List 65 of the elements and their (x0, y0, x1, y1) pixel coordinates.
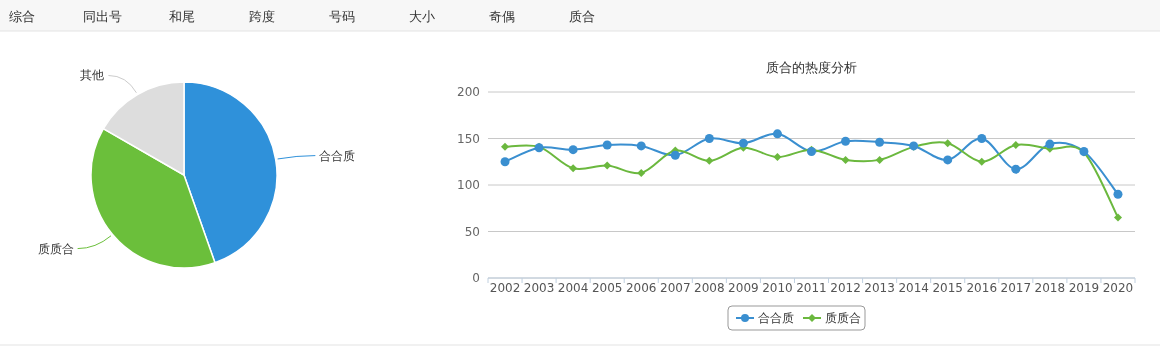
x-tick-label: 2019 (1068, 281, 1100, 295)
point (568, 145, 578, 155)
text: 大小 (409, 9, 435, 24)
point (977, 157, 986, 166)
point (977, 134, 987, 143)
slice-label: 其他 (80, 68, 105, 83)
point (704, 134, 714, 143)
point (841, 136, 851, 146)
x-tick-label: 2003 (523, 281, 555, 295)
x-tick-label: 2008 (694, 281, 725, 295)
point (603, 161, 612, 170)
x-tick-label: 2014 (898, 281, 929, 295)
point (772, 129, 782, 139)
x-tick-label: 2002 (489, 281, 521, 295)
y-tick-label: 0 (472, 271, 480, 285)
point (602, 140, 612, 150)
y-tick-label: 50 (464, 224, 480, 239)
point (670, 150, 680, 160)
point (569, 164, 578, 173)
point (1045, 139, 1055, 149)
text: 质合 (569, 9, 595, 24)
x-tick-label: 2013 (864, 281, 895, 295)
x-tick-label: 2010 (762, 281, 793, 295)
x-tick-label: 2015 (932, 281, 963, 295)
chart-title: 质合的热度分析 (766, 60, 857, 75)
x-tick-label: 2016 (966, 281, 998, 295)
y-tick-label: 200 (457, 85, 480, 99)
text: 奇偶 (489, 9, 515, 24)
text: 同出号 (82, 9, 122, 24)
point (1113, 213, 1122, 222)
point (875, 137, 885, 147)
point (943, 139, 952, 148)
text: 跨度 (249, 9, 275, 24)
point (773, 153, 782, 162)
point (1011, 164, 1021, 174)
point (501, 142, 510, 151)
x-tick-label: 2018 (1034, 281, 1066, 295)
point (943, 155, 953, 165)
x-tick-label: 2012 (830, 281, 861, 295)
legend-label: 质质合 (825, 311, 861, 325)
point (875, 155, 884, 164)
point (500, 157, 510, 167)
x-tick-label: 2009 (728, 281, 759, 295)
text: 和尾 (169, 9, 195, 24)
text: 号码 (329, 9, 355, 24)
point (738, 138, 748, 148)
point (705, 156, 714, 165)
slice-label: 质质合 (37, 241, 74, 256)
slice-label: 合合质 (319, 148, 356, 163)
point (1113, 189, 1123, 199)
y-tick-label: 150 (457, 131, 480, 146)
y-tick-label: 100 (457, 178, 480, 192)
legend-label: 合合质 (758, 311, 794, 325)
point (637, 168, 646, 177)
point (636, 141, 646, 151)
x-tick-label: 2007 (660, 281, 691, 295)
x-tick-label: 2006 (625, 281, 657, 295)
text: 综合 (9, 9, 35, 24)
x-tick-label: 2020 (1102, 281, 1134, 295)
point (1011, 141, 1020, 150)
x-tick-label: 2005 (591, 281, 623, 295)
x-tick-label: 2011 (796, 281, 827, 295)
x-tick-label: 2017 (1000, 281, 1032, 295)
x-tick-label: 2004 (557, 281, 589, 295)
point (841, 155, 850, 164)
